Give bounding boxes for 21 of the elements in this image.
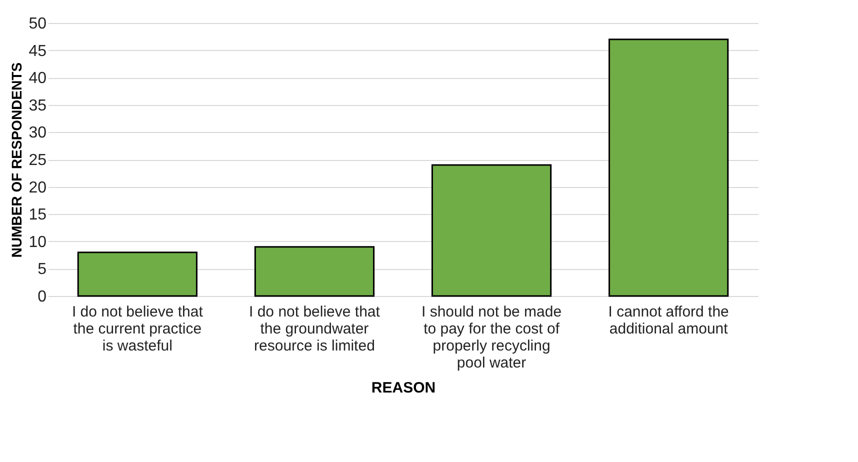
x-tick-label: I cannot afford the additional amount: [608, 304, 729, 338]
x-axis-title: REASON: [371, 380, 436, 396]
y-tick-label: 30: [28, 124, 47, 142]
x-tick-label: I do not believe that the groundwater resource is limited: [249, 304, 381, 354]
y-tick-label: 45: [28, 42, 47, 60]
x-tick-label: I do not believe that the current practice is wasteful: [72, 304, 204, 354]
y-tick-label: 50: [28, 16, 47, 32]
y-tick-label: 5: [38, 261, 47, 278]
y-tick-label: 35: [28, 97, 47, 114]
y-tick-label: 40: [28, 70, 47, 88]
y-tick-label: 20: [28, 179, 47, 196]
y-axis-title: NUMBER OF RESPONDENTS: [8, 62, 25, 258]
y-tick-label: 15: [28, 206, 47, 224]
y-tick-label: 0: [38, 288, 47, 306]
y-tick-label: 10: [28, 234, 47, 251]
bar: [431, 164, 552, 297]
x-tick-label: I should not be made to pay for the cost of properly recycling pool water: [421, 304, 562, 372]
bar: [77, 252, 198, 297]
bar: [254, 246, 375, 297]
bar: [608, 38, 729, 297]
y-tick-label: 25: [28, 152, 47, 169]
